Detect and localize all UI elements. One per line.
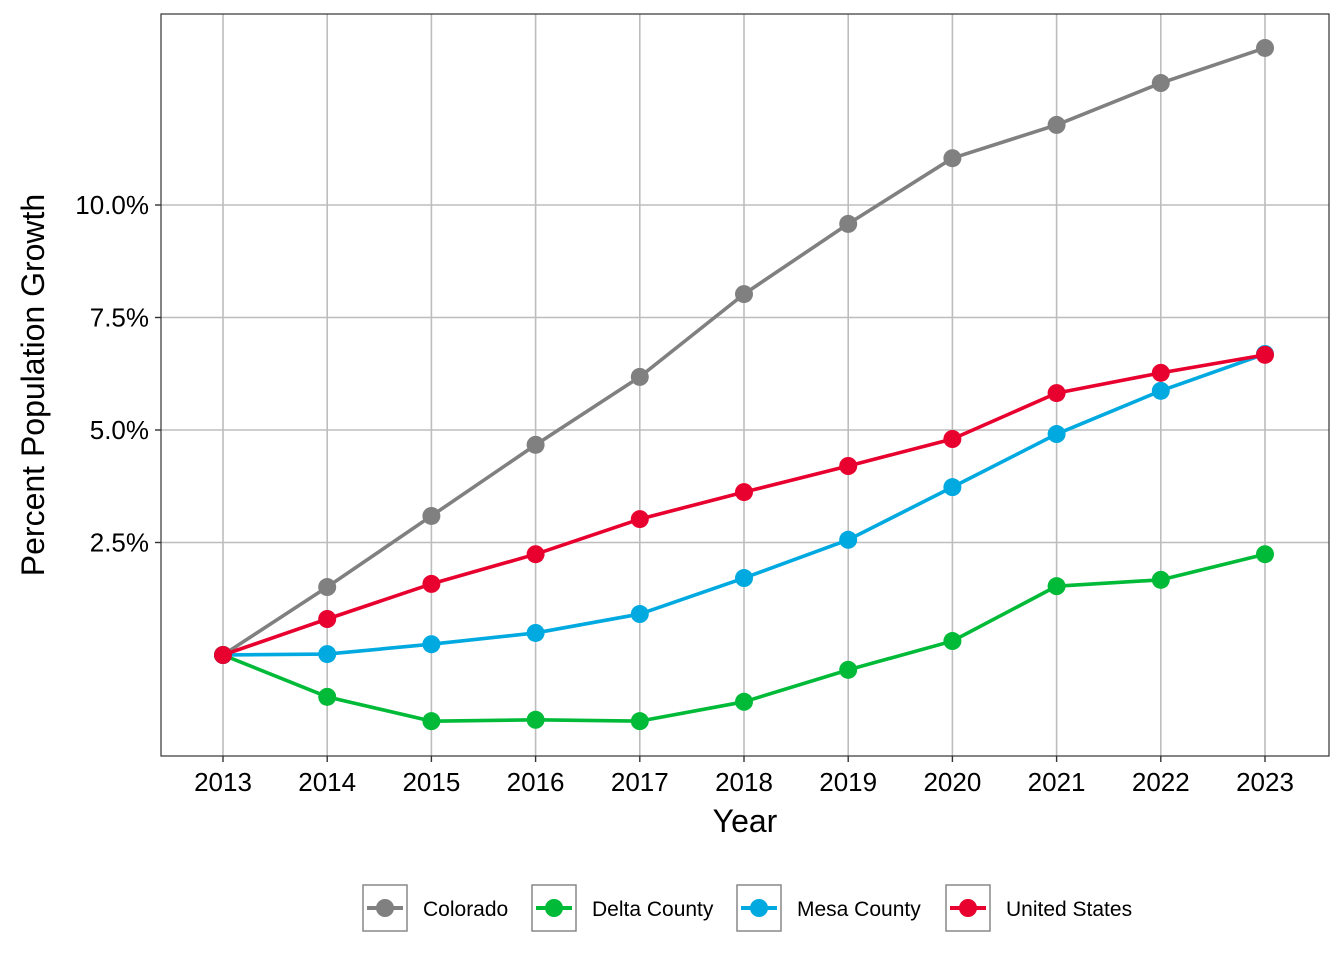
data-point [943,632,962,651]
data-point [630,712,649,731]
x-tick-label: 2023 [1236,767,1294,797]
legend-key-marker [959,899,977,917]
data-point [318,687,337,706]
x-tick-label: 2017 [611,767,669,797]
data-point [526,623,545,642]
data-point [735,483,753,502]
data-point [526,435,545,454]
data-point [839,530,858,549]
data-point [526,545,545,564]
x-axis: 2013 2014 2015 2016 2017 2018 2019 2020 2021 2022… [194,756,1294,797]
x-tick-label: 2013 [194,767,252,797]
legend-label: United States [1006,898,1132,921]
data-point [839,214,858,233]
data-point [422,712,441,731]
data-point [839,660,858,679]
data-point [422,574,441,593]
data-point [630,605,649,624]
data-point [1047,425,1066,444]
data-point [1047,577,1066,596]
y-tick-label: 7.5% [90,303,149,333]
data-point [630,510,649,529]
data-point [1047,384,1066,403]
x-axis-title: Year [713,803,778,839]
legend-label: Mesa County [797,898,921,921]
data-point [735,285,753,304]
panel-border [160,13,1330,757]
data-point [1047,115,1066,134]
data-point [735,569,753,588]
x-tick-label: 2018 [715,767,773,797]
data-point [526,710,545,729]
series-united-states [214,345,1274,664]
legend-key-marker [750,899,768,917]
data-point [1256,345,1274,364]
data-point [1151,570,1170,589]
legend-item: United States [945,884,1132,932]
x-tick-label: 2021 [1028,767,1086,797]
legend-item: Mesa County [736,884,921,932]
data-point [1151,381,1170,400]
series-colorado [214,38,1274,664]
data-point [318,645,337,664]
series-group [214,38,1274,731]
y-axis: 2.5% 5.0% 7.5% 10.0% [75,190,161,558]
data-point [735,692,753,711]
data-point [318,610,337,628]
data-point [318,578,337,597]
x-tick-label: 2016 [507,767,565,797]
data-point [1151,363,1170,382]
x-tick-label: 2014 [298,767,356,797]
y-axis-title: Percent Population Growth [15,194,51,576]
y-tick-label: 5.0% [90,415,149,445]
y-tick-label: 10.0% [75,190,149,220]
data-point [214,646,232,664]
legend-item: Colorado [362,884,508,932]
data-point [943,478,962,497]
data-point [1256,38,1274,57]
legend: Colorado Delta County Mesa County United St… [362,884,1132,932]
data-point [943,430,962,448]
y-tick-label: 2.5% [90,528,149,558]
legend-label: Colorado [423,898,508,921]
legend-item: Delta County [531,884,714,932]
x-tick-label: 2022 [1132,767,1190,797]
data-point [422,635,441,654]
x-tick-label: 2019 [819,767,877,797]
data-point [630,367,649,386]
data-point [1151,74,1170,93]
data-point [839,457,858,475]
legend-key-marker [545,899,563,917]
grid [161,14,1329,756]
x-tick-label: 2020 [923,767,981,797]
data-point [943,149,962,168]
legend-key-marker [376,899,394,917]
data-point [1256,545,1274,564]
legend-label: Delta County [592,898,714,921]
data-point [422,506,441,525]
x-tick-label: 2015 [402,767,460,797]
